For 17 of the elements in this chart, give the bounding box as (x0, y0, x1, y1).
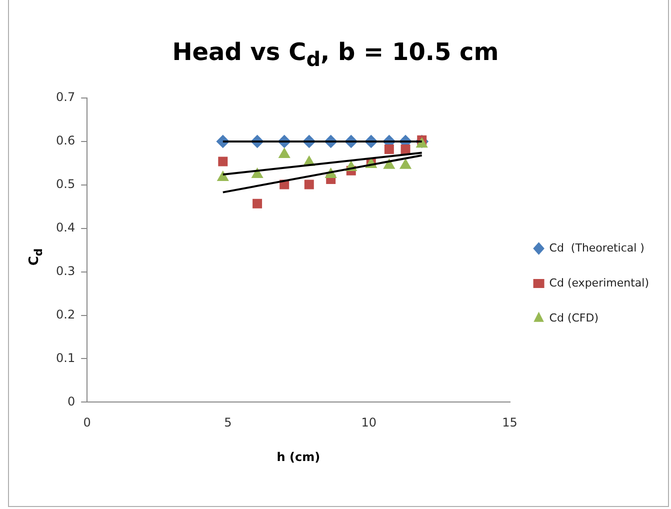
x-axis-title: h (cm) (276, 450, 320, 464)
y-tick-label: 0.7 (56, 90, 76, 104)
y-tick-label: 0.5 (56, 177, 76, 192)
x-tick-label: 0 (83, 416, 91, 430)
x-tick-label: 10 (361, 416, 377, 430)
chart-title: Head vs C$_{d}$, b = 10.5 cm (171, 38, 500, 71)
y-tick-label: 0 (67, 394, 76, 408)
legend-label: Cd (CFD) (549, 311, 599, 324)
legend-label: Cd (Theoretical ) (549, 241, 644, 254)
legend-label: Cd (experimental) (549, 276, 650, 290)
y-tick-label: 0.2 (56, 307, 76, 322)
y-tick-label: 0.4 (56, 220, 76, 234)
x-tick-label: 15 (502, 416, 518, 430)
y-tick-label: 0.6 (56, 134, 76, 148)
y-tick-label: 0.1 (56, 350, 76, 365)
x-tick-label: 5 (224, 416, 232, 430)
y-tick-label: 0.3 (56, 264, 76, 278)
